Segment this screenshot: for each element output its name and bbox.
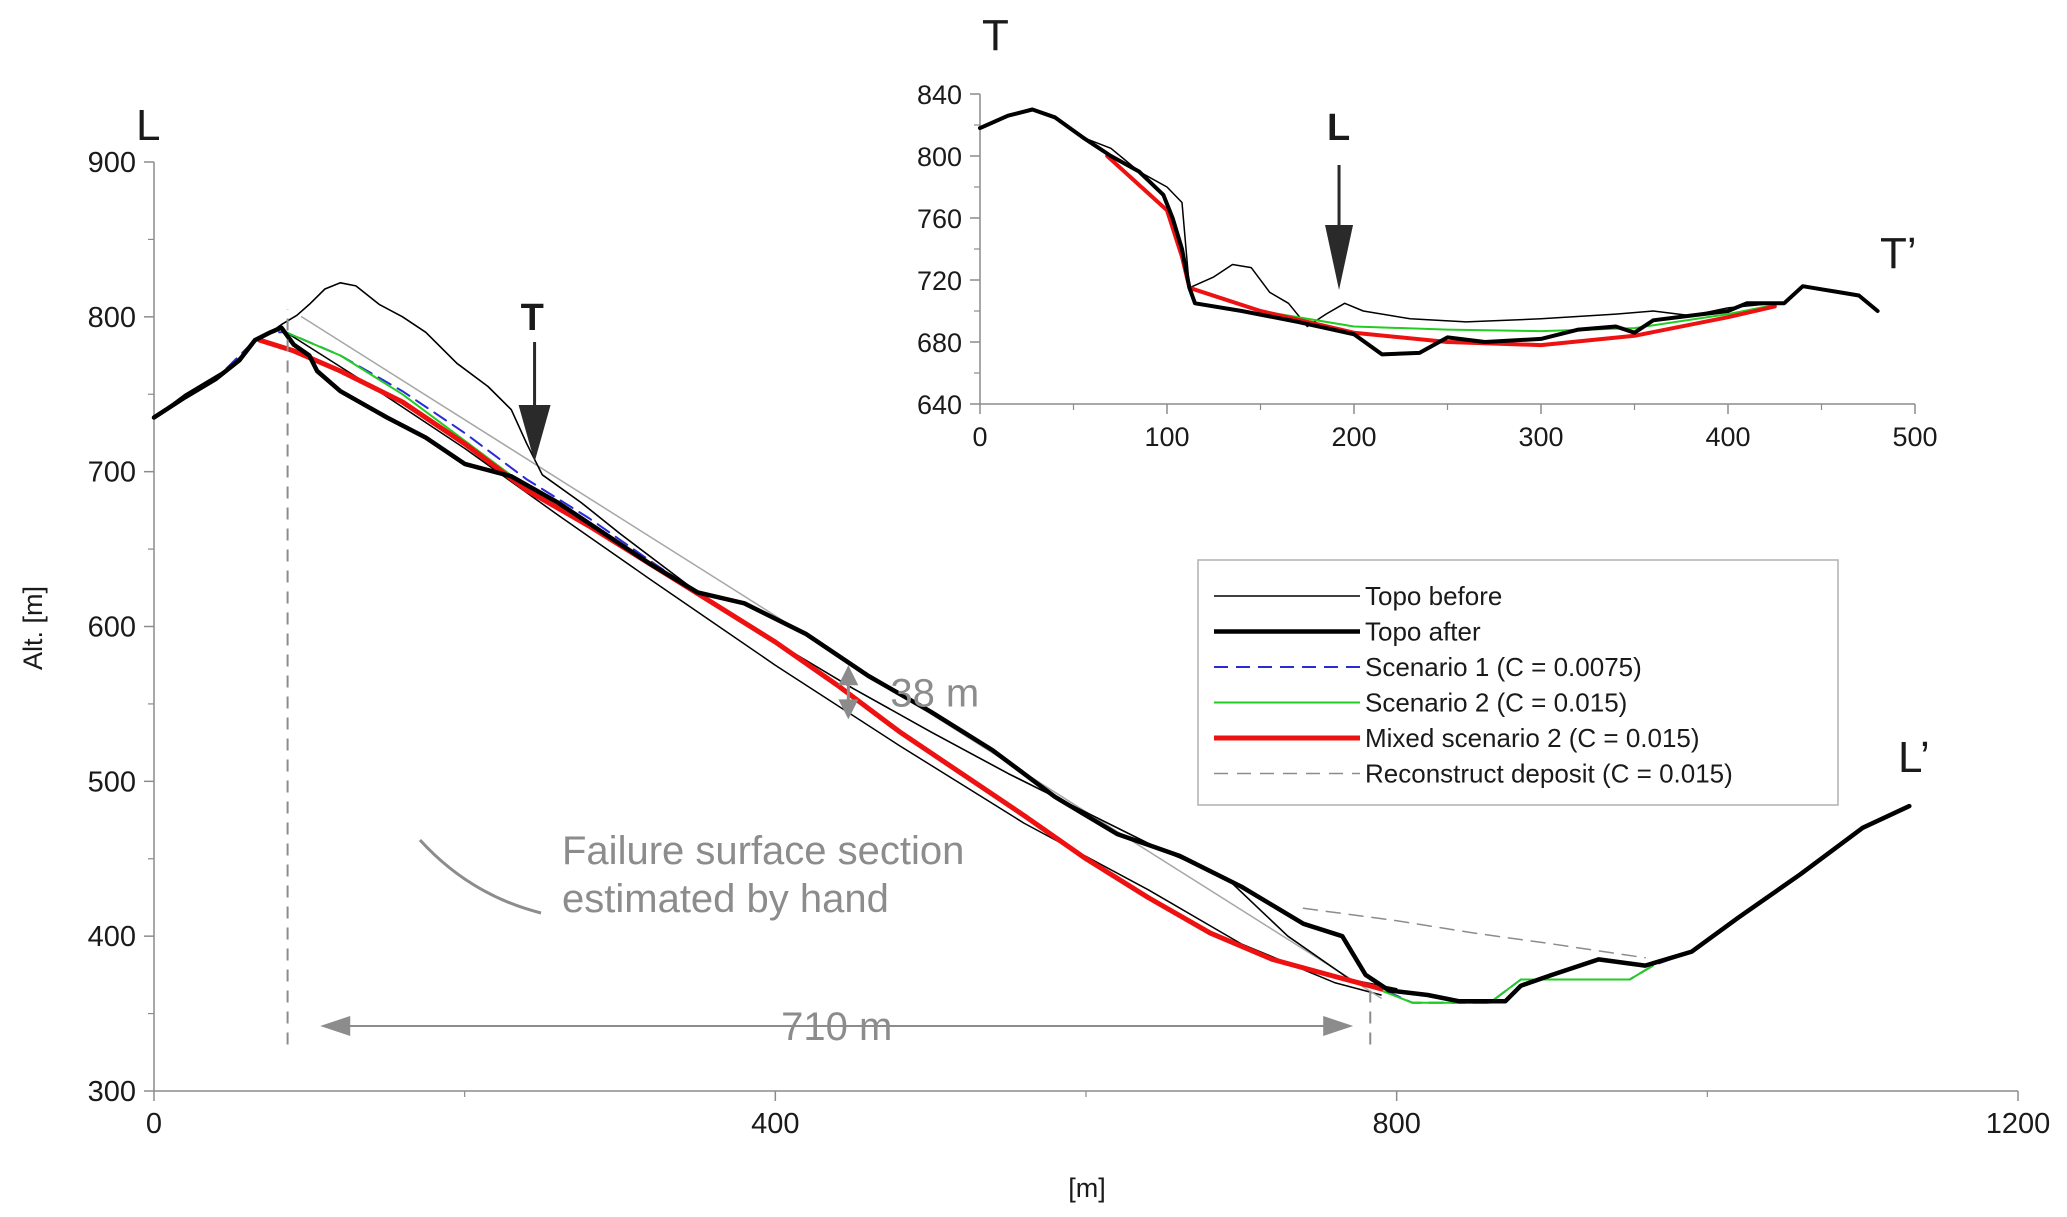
inset-x-tick-label: 200 xyxy=(1331,422,1376,452)
main-x-tick-label: 400 xyxy=(751,1108,799,1140)
main-x-tick-label: 1200 xyxy=(1986,1108,2051,1140)
failure-surface-label-line1: Failure surface section xyxy=(562,829,964,873)
inset-x-tick-label: 0 xyxy=(972,422,987,452)
thickness-label: 38 m xyxy=(890,671,979,715)
inset-annotations: T T’ L xyxy=(982,11,1917,290)
main-marker-label: T xyxy=(521,297,544,339)
inset-corner-label-left: T xyxy=(982,11,1009,60)
length-arrow-head-left xyxy=(320,1015,351,1036)
main-y-tick-label: 400 xyxy=(88,921,136,953)
legend-entry-label: Topo after xyxy=(1365,617,1481,647)
inset-x-tick-label: 400 xyxy=(1705,422,1750,452)
main-series-mixed-scenario-2-c-0-015 xyxy=(257,337,1384,992)
inset-y-tick-label: 680 xyxy=(917,328,962,358)
thickness-arrow-head-bottom xyxy=(838,699,859,720)
inset-marker-label: L xyxy=(1327,107,1350,149)
inset-y-tick-label: 640 xyxy=(917,390,962,420)
main-series-reconstruct-deposit-c-0-015 xyxy=(1302,907,1646,959)
legend-entry-label: Reconstruct deposit (C = 0.015) xyxy=(1365,759,1733,789)
thickness-arrow-head-top xyxy=(838,665,859,686)
legend: Topo before Topo after Scenario 1 (C = 0.0… xyxy=(1197,559,1839,806)
main-series-topo-after xyxy=(151,325,1912,1004)
inset-corner-label-right: T’ xyxy=(1880,229,1917,278)
main-y-tick-label: 600 xyxy=(88,612,136,644)
main-marker-arrow-head xyxy=(518,405,551,462)
inset-y-tick-label: 760 xyxy=(917,204,962,234)
failure-surface-label-line2: estimated by hand xyxy=(562,877,889,921)
inset-y-tick-label: 720 xyxy=(917,266,962,296)
legend-entry-label: Scenario 1 (C = 0.0075) xyxy=(1365,652,1642,682)
main-y-tick-label: 700 xyxy=(88,457,136,489)
main-annotations: L L’ T 38 m 710 m Failure surface sectio… xyxy=(18,101,1930,1203)
inset-x-tick-label: 100 xyxy=(1144,422,1189,452)
inset-x-tick-label: 300 xyxy=(1518,422,1563,452)
main-x-axis-label: [m] xyxy=(1068,1173,1106,1203)
main-corner-label-left: L xyxy=(136,101,160,150)
main-corner-label-right: L’ xyxy=(1898,733,1930,782)
main-y-tick-label: 900 xyxy=(88,147,136,179)
inset-series xyxy=(978,107,1880,357)
main-axes: 300 400 500 600 700 800 900 0 400 800 1200 xyxy=(88,147,2051,1140)
main-x-tick-label: 800 xyxy=(1372,1108,1420,1140)
legend-box xyxy=(1197,559,1839,806)
legend-entry-label: Scenario 2 (C = 0.015) xyxy=(1365,688,1627,718)
inset-x-tick-label: 500 xyxy=(1892,422,1937,452)
main-y-axis-label: Alt. [m] xyxy=(18,586,48,670)
main-y-tick-label: 800 xyxy=(88,302,136,334)
inset-series-topo-after xyxy=(978,107,1880,357)
inset-axes: 640 680 720 760 800 840 0 100 200 300 400 500 xyxy=(917,80,1938,452)
legend-entry-label: Topo before xyxy=(1365,581,1502,611)
main-y-tick-label: 500 xyxy=(88,766,136,798)
inset-y-tick-label: 800 xyxy=(917,142,962,172)
inset-marker-arrow-head xyxy=(1325,225,1354,290)
main-y-tick-label: 300 xyxy=(88,1076,136,1108)
failure-surface-pointer xyxy=(418,838,542,915)
length-arrow-head-right xyxy=(1323,1015,1354,1036)
main-series xyxy=(151,282,1912,1004)
inset-y-tick-label: 840 xyxy=(917,80,962,110)
legend-entry-label: Mixed scenario 2 (C = 0.015) xyxy=(1365,723,1700,753)
inset-series-topo-before xyxy=(979,108,1776,328)
main-x-tick-label: 0 xyxy=(146,1108,162,1140)
